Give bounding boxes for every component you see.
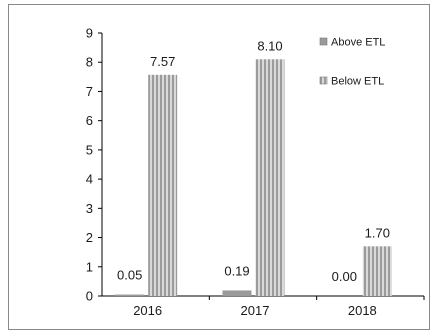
bar-below-etl — [362, 246, 392, 296]
legend-swatch — [319, 76, 328, 85]
y-tick-label: 5 — [86, 142, 93, 157]
bars — [115, 59, 392, 296]
bar-above-etl — [222, 290, 252, 296]
y-tick-label: 8 — [86, 55, 93, 70]
x-category-label: 2016 — [133, 303, 162, 318]
bar-above-etl — [115, 294, 145, 296]
y-tick-label: 6 — [86, 113, 93, 128]
y-tick-label: 9 — [86, 26, 93, 41]
y-tick-label: 3 — [86, 201, 93, 216]
data-label: 0.00 — [332, 269, 357, 284]
legend-swatch — [319, 37, 328, 46]
legend: Above ETL Below ETL — [319, 37, 385, 88]
x-category-label: 2017 — [241, 303, 270, 318]
data-label: 0.19 — [224, 263, 249, 278]
y-tick-label: 2 — [86, 230, 93, 245]
chart-frame — [8, 4, 430, 330]
data-label: 8.10 — [257, 38, 282, 53]
data-labels: 0.05 7.57 0.19 8.10 0.00 1.70 — [117, 38, 390, 284]
bar-below-etl — [255, 59, 285, 296]
legend-label: Above ETL — [331, 37, 385, 49]
y-tick-label: 4 — [86, 172, 93, 187]
y-tick-label: 7 — [86, 84, 93, 99]
data-label: 1.70 — [365, 225, 390, 240]
y-tick-label: 1 — [86, 259, 93, 274]
x-category-label: 2018 — [348, 303, 377, 318]
data-label: 7.57 — [150, 54, 175, 69]
bar-below-etl — [148, 74, 178, 296]
legend-label: Below ETL — [331, 76, 384, 88]
data-label: 0.05 — [117, 268, 142, 283]
y-tick-label: 0 — [86, 289, 93, 304]
